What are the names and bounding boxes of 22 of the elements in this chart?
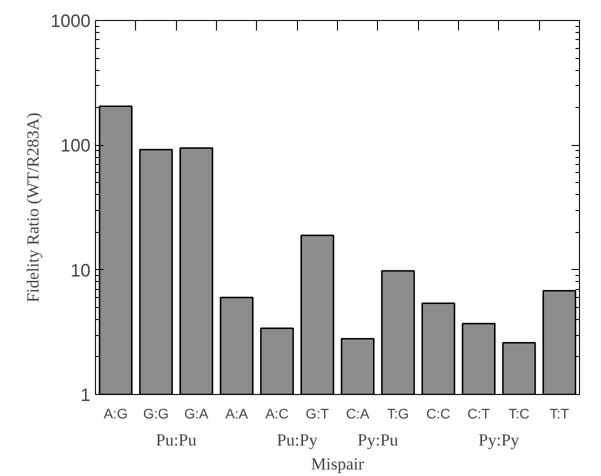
y-tick-label: 1000 (50, 11, 91, 31)
x-tick-label: G:G (143, 406, 169, 422)
x-tick-label: G:T (306, 406, 330, 422)
x-tick-label: T:G (387, 406, 409, 422)
x-tick-label: T:C (508, 406, 530, 422)
text: Pu:Pu (156, 430, 197, 450)
y-axis-title: Fidelity Ratio (WT/R283A) (23, 112, 42, 302)
x-tick-label: C:T (467, 406, 490, 422)
x-tick-label: G:A (184, 406, 210, 422)
x-tick-label: A:C (265, 406, 289, 422)
x-tick-label: C:C (426, 406, 450, 422)
x-axis-title: Mispair (311, 454, 364, 474)
text: Pu:Py (276, 430, 318, 450)
x-tick-label: T:T (550, 406, 570, 422)
x-tick-label: A:G (104, 406, 128, 422)
x-tick-label: A:A (225, 406, 249, 422)
text: Py:Pu (358, 430, 399, 450)
text: Py:Py (478, 430, 520, 450)
y-tick-label: 1 (80, 385, 91, 405)
x-tick-label: C:A (346, 406, 370, 422)
y-tick-label: 100 (60, 136, 91, 156)
y-tick-label: 10 (70, 260, 91, 280)
